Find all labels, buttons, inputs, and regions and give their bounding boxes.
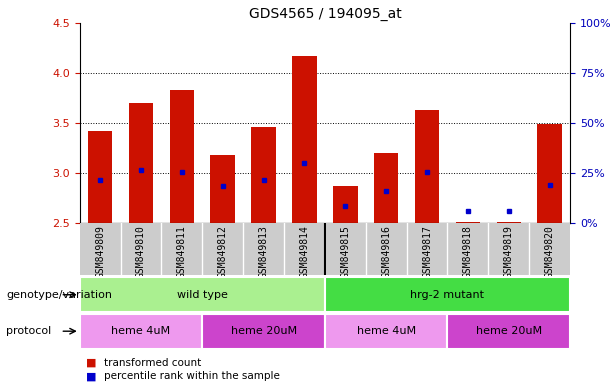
Text: GSM849809: GSM849809 [95,225,105,278]
Text: protocol: protocol [6,326,51,336]
Text: wild type: wild type [177,290,227,300]
Text: ■: ■ [86,358,96,368]
Bar [210,155,235,223]
Bar [325,277,570,312]
Text: percentile rank within the sample: percentile rank within the sample [104,371,280,381]
Bar [202,314,325,349]
Text: GSM849817: GSM849817 [422,225,432,278]
Text: heme 4uM: heme 4uM [112,326,170,336]
Bar [251,127,276,223]
Text: GSM849820: GSM849820 [545,225,555,278]
Bar [374,153,398,223]
Bar [88,131,112,223]
Bar [170,90,194,223]
Bar [415,110,440,223]
Text: GSM849813: GSM849813 [259,225,268,278]
Text: GSM849816: GSM849816 [381,225,391,278]
Bar [129,103,153,223]
Bar [538,124,562,223]
Text: genotype/variation: genotype/variation [6,290,112,300]
Text: GSM849814: GSM849814 [300,225,310,278]
Bar [497,222,521,223]
Text: GSM849815: GSM849815 [340,225,350,278]
Text: heme 20uM: heme 20uM [230,326,297,336]
Bar [80,277,325,312]
Bar [292,56,317,223]
Text: ■: ■ [86,371,96,381]
Bar [80,314,202,349]
Text: heme 20uM: heme 20uM [476,326,542,336]
Bar [447,314,570,349]
Text: GSM849818: GSM849818 [463,225,473,278]
Bar [325,314,447,349]
Title: GDS4565 / 194095_at: GDS4565 / 194095_at [248,7,402,21]
Text: GSM849811: GSM849811 [177,225,187,278]
Text: GSM849812: GSM849812 [218,225,227,278]
Bar [333,186,357,223]
Text: GSM849819: GSM849819 [504,225,514,278]
Bar [455,222,480,223]
Text: hrg-2 mutant: hrg-2 mutant [411,290,484,300]
Text: heme 4uM: heme 4uM [357,326,416,336]
Text: transformed count: transformed count [104,358,202,368]
Text: GSM849810: GSM849810 [136,225,146,278]
